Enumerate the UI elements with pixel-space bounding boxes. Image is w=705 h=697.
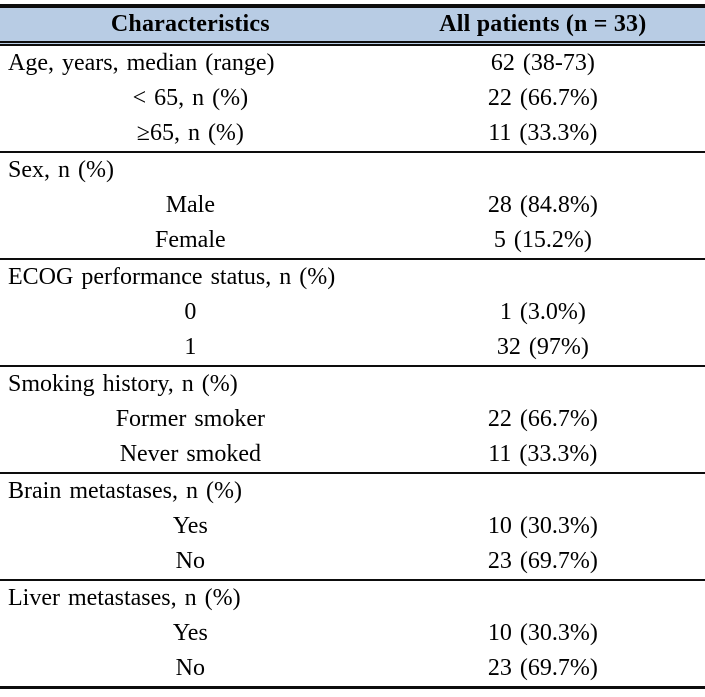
row-label: Male [165,192,215,218]
table-row: Former smoker 22 (66.7%) [0,402,705,437]
table-section: Sex, n (%) Male 28 (84.8%) Female 5 (15.… [0,151,705,259]
table-row: Brain metastases, n (%) [0,472,705,509]
table-section: Age, years, median (range) 62 (38-73) < … [0,44,705,153]
column-header-characteristics: Characteristics [0,6,381,46]
row-value [380,579,705,616]
row-label: < 65, n (%) [132,85,249,111]
table-row: Male 28 (84.8%) [0,188,705,223]
row-value: 11 (33.3%) [488,120,598,146]
header-row: Characteristics All patients (n = 33) [0,6,705,46]
row-value: 32 (97%) [496,334,589,360]
table-row: ECOG performance status, n (%) [0,258,705,295]
table-row: Yes 10 (30.3%) [0,616,705,651]
table-row: Liver metastases, n (%) [0,579,705,616]
table-row: Age, years, median (range) 62 (38-73) [0,44,705,82]
table-section: Liver metastases, n (%) Yes 10 (30.3%) N… [0,579,705,688]
row-value: 10 (30.3%) [487,620,598,646]
table-row: Never smoked 11 (33.3%) [0,437,705,473]
row-value [380,365,705,402]
patient-characteristics-table: Characteristics All patients (n = 33) Ag… [0,4,705,689]
row-label: 1 [184,334,197,360]
row-label: No [175,548,206,574]
row-label: ECOG performance status, n (%) [0,258,381,295]
row-value: 23 (69.7%) [487,655,598,681]
row-value: 10 (30.3%) [487,513,598,539]
column-header-all-patients: All patients (n = 33) [380,6,705,46]
table-row: 0 1 (3.0%) [0,295,705,330]
row-value: 5 (15.2%) [493,227,592,253]
table-section: ECOG performance status, n (%) 0 1 (3.0%… [0,258,705,366]
row-label: Liver metastases, n (%) [0,579,381,616]
table-row: ≥65, n (%) 11 (33.3%) [0,116,705,152]
table-row: < 65, n (%) 22 (66.7%) [0,81,705,116]
row-value [380,258,705,295]
row-label: Sex, n (%) [0,151,381,188]
row-label: 0 [184,299,197,325]
row-label: Smoking history, n (%) [0,365,381,402]
row-label: Former smoker [115,406,265,432]
row-value: 28 (84.8%) [487,192,598,218]
table-row: No 23 (69.7%) [0,544,705,580]
table-row: Smoking history, n (%) [0,365,705,402]
table-section: Brain metastases, n (%) Yes 10 (30.3%) N… [0,472,705,580]
row-label: Brain metastases, n (%) [0,472,381,509]
row-value: 11 (33.3%) [488,441,598,467]
table-row: No 23 (69.7%) [0,651,705,688]
row-value: 62 (38-73) [490,50,595,76]
table-section: Smoking history, n (%) Former smoker 22 … [0,365,705,473]
table-row: Female 5 (15.2%) [0,223,705,259]
row-label: Yes [172,513,208,539]
row-value: 22 (66.7%) [487,85,598,111]
row-label: Yes [172,620,208,646]
row-label: Female [155,227,226,253]
row-label: Never smoked [119,441,261,467]
row-value: 1 (3.0%) [499,299,586,325]
row-value: 23 (69.7%) [487,548,598,574]
table-row: Yes 10 (30.3%) [0,509,705,544]
row-value: 22 (66.7%) [487,406,598,432]
table-row: Sex, n (%) [0,151,705,188]
row-label: ≥65, n (%) [136,120,244,146]
row-value [380,151,705,188]
table-row: 1 32 (97%) [0,330,705,366]
row-label: No [175,655,206,681]
row-value [380,472,705,509]
table-header: Characteristics All patients (n = 33) [0,6,705,46]
row-label: Age, years, median (range) [8,50,275,76]
